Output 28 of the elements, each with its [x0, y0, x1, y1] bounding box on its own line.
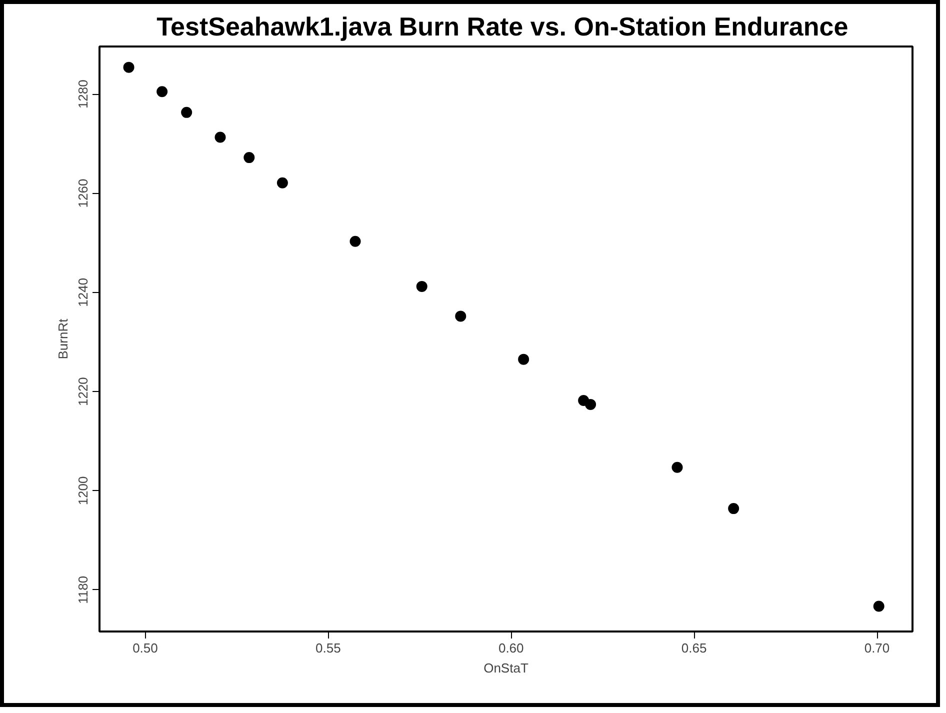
y-tick-label: 1180: [76, 576, 90, 604]
point: [156, 86, 168, 98]
point: [585, 398, 596, 410]
point: [873, 600, 884, 612]
point: [276, 177, 288, 188]
x-tick-label: 0.50: [132, 640, 158, 656]
y-tick-label: 1220: [76, 377, 90, 406]
y-tick-label: 1260: [76, 178, 90, 208]
point: [455, 310, 466, 322]
point: [123, 62, 134, 73]
y-tick-label: 1280: [76, 80, 90, 109]
point: [214, 132, 226, 143]
point: [416, 280, 428, 292]
point: [350, 236, 361, 247]
x-tick-label: 0.65: [681, 640, 707, 656]
y-axis-title: BurnRt: [56, 318, 70, 360]
chart-title: TestSeahawk1.java Burn Rate vs. On-Station Endurance: [156, 12, 848, 42]
point: [518, 354, 530, 365]
y-tick-label: 1200: [76, 476, 90, 506]
x-tick-label: 0.55: [316, 640, 341, 656]
y-tick-label: 1240: [76, 278, 90, 307]
x-axis-title: OnStaT: [484, 660, 528, 676]
x-tick-label: 0.70: [864, 640, 890, 656]
point: [181, 106, 192, 118]
point: [672, 462, 683, 473]
x-tick-label: 0.60: [498, 640, 524, 656]
point: [728, 503, 740, 514]
point: [244, 152, 255, 164]
